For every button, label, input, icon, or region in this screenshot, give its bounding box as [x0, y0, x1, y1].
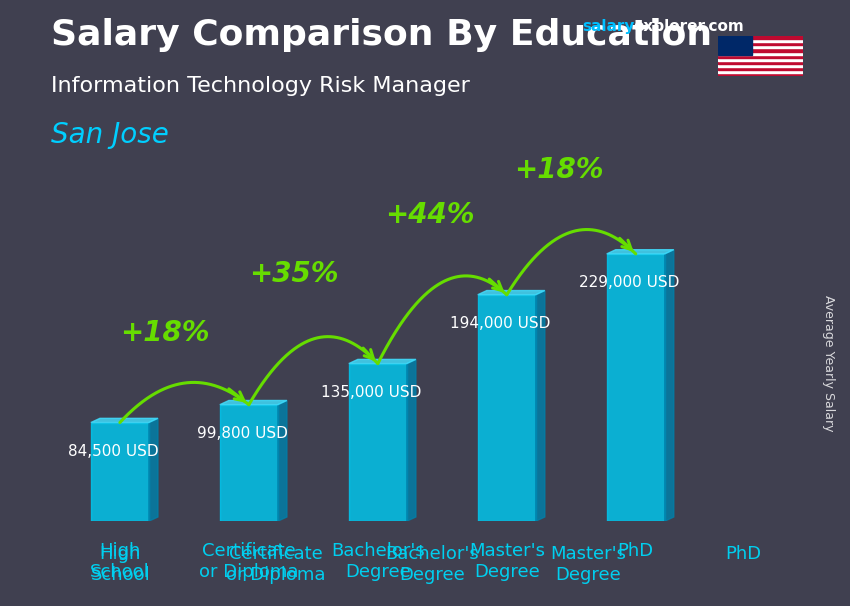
Text: salary: salary [582, 19, 635, 35]
Text: 99,800 USD: 99,800 USD [197, 425, 288, 441]
Bar [718, 36, 803, 39]
Bar [718, 61, 803, 64]
Text: Bachelor's
Degree: Bachelor's Degree [385, 545, 479, 584]
Text: Certificate
or Diploma: Certificate or Diploma [226, 545, 326, 584]
Bar [220, 405, 278, 521]
Polygon shape [478, 290, 545, 295]
Bar [91, 422, 149, 521]
Text: 194,000 USD: 194,000 USD [450, 316, 551, 331]
Polygon shape [91, 418, 158, 422]
Bar [718, 67, 803, 70]
Text: Average Yearly Salary: Average Yearly Salary [822, 295, 836, 432]
Text: explorer.com: explorer.com [633, 19, 744, 35]
Bar [718, 64, 803, 67]
Polygon shape [348, 359, 416, 364]
Text: High
School: High School [91, 545, 150, 584]
Text: Master's
Degree: Master's Degree [550, 545, 626, 584]
Text: San Jose: San Jose [51, 121, 169, 149]
Text: Certificate
or Diploma: Certificate or Diploma [199, 542, 298, 581]
Polygon shape [536, 290, 545, 521]
Bar [607, 254, 665, 521]
Text: 84,500 USD: 84,500 USD [68, 444, 159, 459]
Polygon shape [665, 250, 674, 521]
Bar [718, 45, 803, 48]
Bar [718, 39, 803, 42]
Polygon shape [607, 250, 674, 254]
Bar [478, 295, 536, 521]
Text: +44%: +44% [385, 201, 474, 230]
Bar [718, 55, 803, 58]
Text: PhD: PhD [618, 542, 654, 561]
Text: High
School: High School [90, 542, 150, 581]
Bar [718, 58, 803, 61]
Text: 229,000 USD: 229,000 USD [579, 275, 679, 290]
Text: Bachelor's
Degree: Bachelor's Degree [331, 542, 425, 581]
Text: PhD: PhD [726, 545, 762, 564]
Text: Information Technology Risk Manager: Information Technology Risk Manager [51, 76, 470, 96]
Bar [718, 52, 803, 55]
Bar [718, 73, 803, 76]
Text: +18%: +18% [513, 156, 604, 184]
Text: +35%: +35% [249, 260, 339, 288]
Bar [718, 42, 803, 45]
Polygon shape [220, 401, 287, 405]
Polygon shape [407, 359, 416, 521]
Text: Salary Comparison By Education: Salary Comparison By Education [51, 18, 712, 52]
Bar [718, 70, 803, 73]
Bar [718, 48, 803, 52]
Polygon shape [149, 418, 158, 521]
Polygon shape [278, 401, 287, 521]
Bar [348, 364, 407, 521]
Text: Master's
Degree: Master's Degree [469, 542, 545, 581]
Text: +18%: +18% [120, 319, 210, 347]
Text: 135,000 USD: 135,000 USD [321, 385, 422, 399]
Bar [718, 36, 752, 55]
